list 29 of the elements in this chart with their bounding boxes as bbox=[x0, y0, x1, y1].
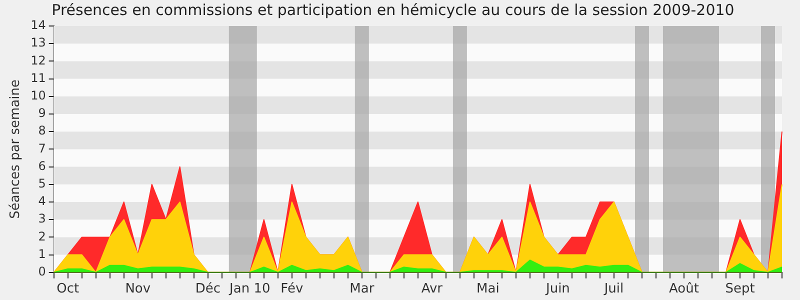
y-tick-label: 0 bbox=[38, 264, 46, 279]
y-tick-label: 3 bbox=[38, 212, 46, 226]
y-tick-label: 2 bbox=[38, 229, 46, 244]
x-tick-label: Août bbox=[669, 282, 699, 297]
y-tick-label: 6 bbox=[38, 158, 46, 173]
x-tick-label: Juil bbox=[603, 282, 624, 297]
y-axis-title: Séances par semaine bbox=[8, 79, 24, 219]
x-tick-label: Déc bbox=[195, 282, 220, 297]
x-tick-label: Mai bbox=[476, 282, 500, 297]
y-tick-label: 8 bbox=[38, 124, 46, 138]
x-tick-label: Nov bbox=[125, 282, 151, 297]
x-tick-label: Jan 10 bbox=[228, 282, 270, 297]
x-tick-label: Mar bbox=[350, 282, 375, 297]
y-tick-label: 5 bbox=[38, 176, 46, 191]
y-tick-label: 1 bbox=[38, 246, 46, 261]
y-tick-label: 14 bbox=[30, 18, 46, 32]
x-tick-label: Sept bbox=[725, 282, 755, 297]
y-tick-label: 12 bbox=[30, 53, 46, 68]
y-tick-label: 11 bbox=[30, 70, 46, 85]
x-tick-label: Avr bbox=[421, 282, 444, 297]
y-tick-label: 9 bbox=[38, 106, 46, 120]
y-tick-label: 7 bbox=[38, 141, 46, 156]
y-tick-label: 10 bbox=[30, 88, 46, 103]
x-tick-label: Oct bbox=[56, 282, 80, 297]
chart-title: Présences en commissions et participation en hémicycle au cours de la session 2009-2010 bbox=[52, 0, 734, 19]
y-tick-label: 4 bbox=[38, 194, 46, 208]
x-tick-label: Juin bbox=[544, 282, 570, 297]
y-tick-label: 13 bbox=[30, 36, 46, 50]
x-tick-label: Fév bbox=[280, 282, 304, 297]
